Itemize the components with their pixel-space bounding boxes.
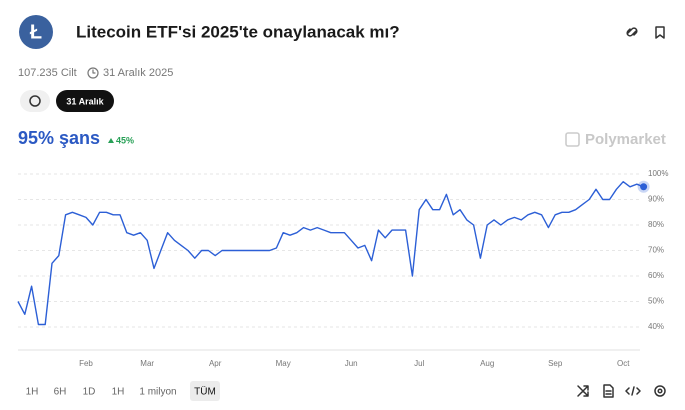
range-button[interactable]: 1H xyxy=(26,387,39,398)
x-tick-label: Oct xyxy=(617,359,630,368)
embed-icon[interactable] xyxy=(625,386,641,396)
y-tick-label: 70% xyxy=(648,246,664,255)
date-pill[interactable] xyxy=(56,90,114,112)
doc-icon[interactable] xyxy=(603,384,614,398)
range-button[interactable]: 6H xyxy=(54,387,67,398)
x-tick-label: Apr xyxy=(209,359,222,368)
change: 45% xyxy=(116,135,134,145)
bookmark-icon[interactable] xyxy=(655,26,665,39)
x-tick-label: Jun xyxy=(345,359,358,368)
clock-icon xyxy=(87,67,99,79)
range-button[interactable]: 1H xyxy=(112,387,125,398)
x-tick-label: Feb xyxy=(79,359,93,368)
x-tick-label: Sep xyxy=(548,359,563,368)
coin-glyph: Ł xyxy=(30,21,42,43)
brand-logo xyxy=(565,132,580,147)
clock-hands xyxy=(92,69,96,74)
y-tick-label: 60% xyxy=(648,271,664,280)
end-dot xyxy=(640,183,648,191)
x-tick-label: Mar xyxy=(140,359,154,368)
market-title: Litecoin ETF'si 2025'te onaylanacak mı? xyxy=(76,22,400,41)
link-icon[interactable] xyxy=(626,27,638,37)
range-button[interactable]: 1D xyxy=(83,387,96,398)
x-tick-label: May xyxy=(276,359,291,368)
range-button[interactable]: 1 milyon xyxy=(139,387,176,398)
history-icon xyxy=(29,95,41,107)
coin-icon xyxy=(19,15,53,49)
x-tick-label: Jul xyxy=(414,359,424,368)
y-tick-label: 100% xyxy=(648,169,668,178)
range-button[interactable]: TÜM xyxy=(194,386,216,398)
y-tick-label: 80% xyxy=(648,220,664,229)
y-tick-label: 90% xyxy=(648,195,664,204)
chance: 95% şans xyxy=(18,128,100,148)
change-arrow xyxy=(108,138,114,143)
y-tick-label: 40% xyxy=(648,322,664,331)
x-tick-label: Aug xyxy=(480,359,494,368)
price-line xyxy=(17,181,644,326)
settings-icon[interactable] xyxy=(654,385,666,397)
end-date: 31 Aralık 2025 xyxy=(103,67,173,79)
brand: Polymarket xyxy=(585,131,666,148)
shuffle-icon[interactable] xyxy=(577,385,589,397)
volume: 107.235 Cilt xyxy=(18,67,77,79)
date-pill-label: 31 Aralık xyxy=(66,96,104,106)
range-button-active[interactable] xyxy=(190,381,220,401)
y-tick-label: 50% xyxy=(648,297,664,306)
history-button[interactable] xyxy=(20,90,50,112)
